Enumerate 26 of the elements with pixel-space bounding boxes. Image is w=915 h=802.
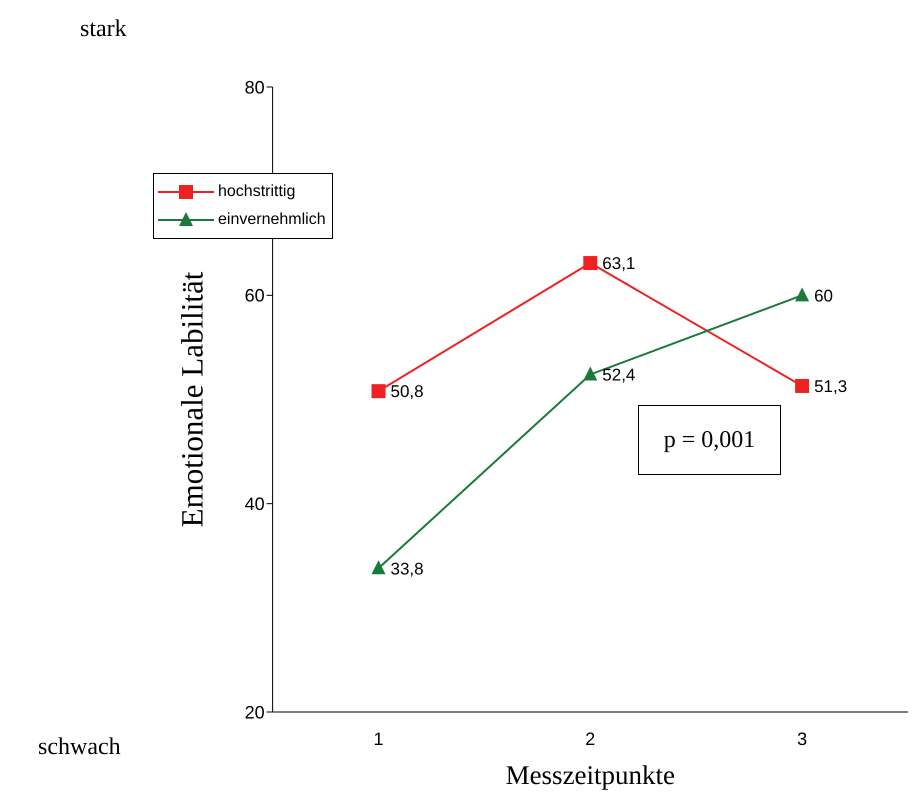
point <box>795 287 810 302</box>
legend-label: hochstrittig <box>218 183 296 201</box>
data-label: 60 <box>814 286 834 306</box>
data-label: 63,1 <box>602 254 636 274</box>
y-tick-label: 20 <box>244 702 265 722</box>
text: schwach <box>38 734 121 761</box>
x-tick-label: 2 <box>585 728 596 749</box>
y-tick-label: 40 <box>244 494 265 514</box>
data-label: 52,4 <box>602 366 636 384</box>
x-tick-label: 3 <box>797 728 808 749</box>
x-axis-title: Messzeitpunkte <box>506 760 676 790</box>
point <box>795 378 810 393</box>
text: stark <box>80 16 127 43</box>
text-box: p = 0,001 <box>638 405 781 475</box>
point <box>583 256 598 270</box>
point <box>372 560 386 574</box>
x-tick-label: 1 <box>374 728 384 749</box>
data-label: 51,3 <box>814 376 848 396</box>
point <box>372 384 386 398</box>
data-label: 33,8 <box>390 559 424 578</box>
data-label: 50,8 <box>390 382 424 402</box>
y-tick-label: 60 <box>244 286 265 306</box>
y-axis-title: Emotionale Labilität <box>174 271 210 528</box>
legend-label: einvernehmlich <box>218 211 326 229</box>
y-tick-label: 80 <box>244 77 265 98</box>
point <box>583 366 598 380</box>
